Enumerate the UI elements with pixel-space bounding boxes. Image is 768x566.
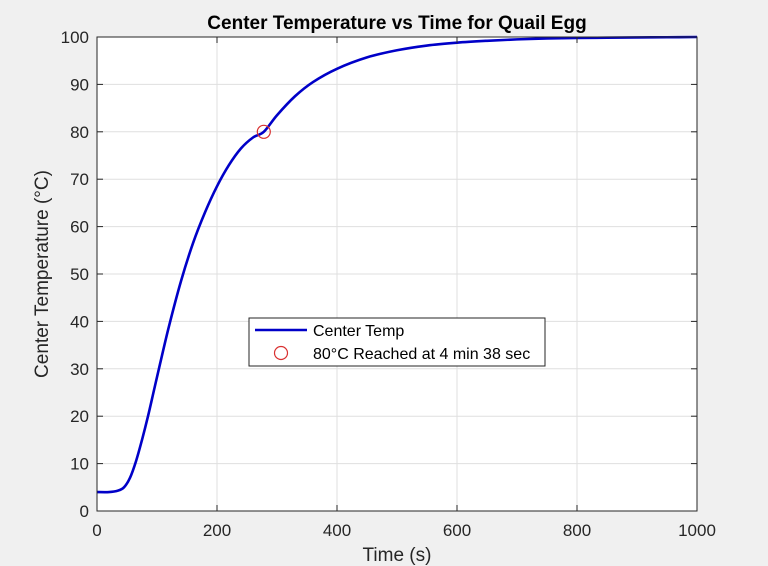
x-tick-label: 600 [443, 521, 471, 540]
x-tick-label: 200 [203, 521, 231, 540]
y-tick-label: 0 [80, 502, 89, 521]
y-tick-label: 90 [70, 75, 89, 94]
chart-title: Center Temperature vs Time for Quail Egg [207, 13, 586, 34]
x-tick-label: 0 [92, 521, 101, 540]
x-tick-label: 400 [323, 521, 351, 540]
y-tick-label: 10 [70, 455, 89, 474]
x-tick-label: 1000 [678, 521, 716, 540]
legend-entry-80c-reached: 80°C Reached at 4 min 38 sec [313, 346, 530, 363]
y-tick-label: 100 [61, 28, 89, 47]
y-tick-label: 20 [70, 407, 89, 426]
center-temp-line [96, 35, 698, 494]
legend-entry-center-temp: Center Temp [313, 323, 404, 340]
legend-box [248, 317, 546, 367]
y-tick-label: 60 [70, 218, 89, 237]
x-tick-label: 800 [563, 521, 591, 540]
legend: Center Temp 80°C Reached at 4 min 38 sec [248, 317, 546, 367]
axis-ticks: 0 200 400 600 800 1000 0 10 20 30 40 50 60 70 80 90 100 [61, 28, 716, 540]
y-tick-label: 50 [70, 265, 89, 284]
y-tick-label: 70 [70, 170, 89, 189]
x-axis-label: Time (s) [363, 545, 432, 566]
legend-marker-swatch [273, 345, 289, 361]
80c-reached-marker [256, 124, 271, 139]
y-tick-label: 30 [70, 360, 89, 379]
y-tick-label: 40 [70, 312, 89, 331]
series-layer [96, 35, 698, 494]
y-axis-label: Center Temperature (°C) [32, 170, 53, 378]
y-tick-label: 80 [70, 123, 89, 142]
